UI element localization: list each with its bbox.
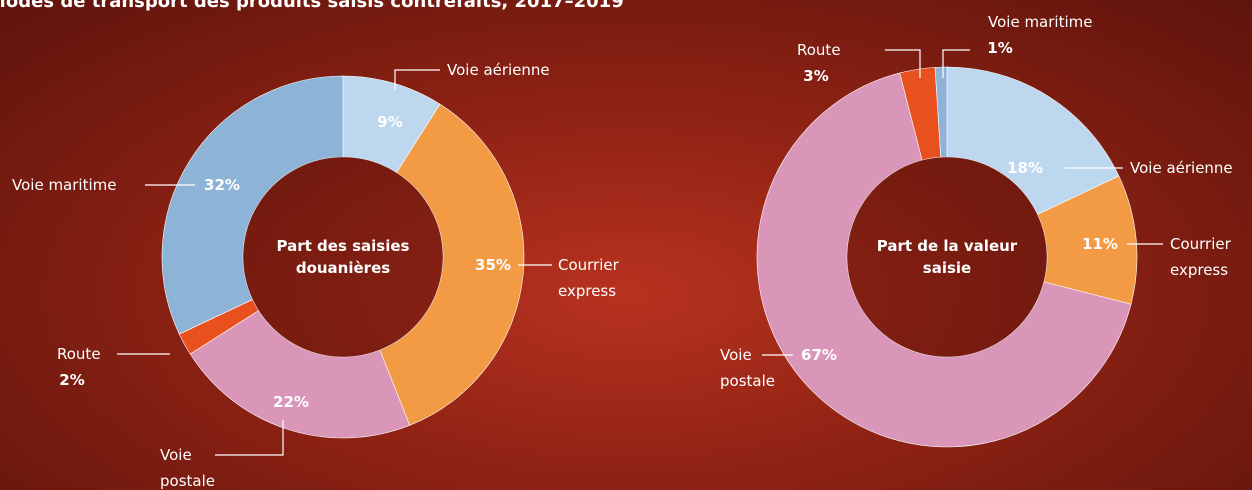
category-label: Courrier express [1170, 235, 1231, 279]
value-label: 9% [377, 113, 403, 131]
category-label: Voie aérienne [1130, 159, 1233, 177]
value-label: 22% [273, 393, 309, 411]
page-title: Modes de transport des produits saisis c… [0, 0, 624, 12]
donut-slice [946, 66, 1120, 215]
category-label: Voie maritime [12, 176, 117, 194]
center-label: Part de la valeur saisie [876, 237, 1018, 277]
value-label: 3% [803, 67, 829, 85]
center-label: Part des saisies douanières [276, 237, 410, 277]
category-label: Route [797, 41, 841, 59]
donut-hole [243, 157, 443, 357]
donut-slice [934, 66, 948, 158]
donut-slice [189, 310, 411, 439]
leader-line [215, 420, 284, 456]
value-label: 2% [59, 371, 85, 389]
donut-slice [161, 75, 344, 335]
category-label: Voie maritime [988, 13, 1093, 31]
category-label: Voie postale [160, 446, 215, 490]
category-label: Voie aérienne [447, 61, 550, 79]
category-label: Route [57, 345, 101, 363]
donut-slice [756, 72, 1132, 448]
category-label: Courrier express [558, 256, 619, 300]
value-label: 35% [475, 256, 511, 274]
leader-line [885, 49, 921, 78]
donut-hole [847, 157, 1047, 357]
value-label: 1% [987, 39, 1013, 57]
donut-slice [379, 103, 525, 426]
leader-line [942, 49, 970, 78]
value-label: 32% [204, 176, 240, 194]
value-label: 67% [801, 346, 837, 364]
category-label: Voie postale [720, 346, 775, 390]
value-label: 11% [1082, 235, 1118, 253]
leader-line [394, 69, 440, 90]
value-label: 18% [1007, 159, 1043, 177]
